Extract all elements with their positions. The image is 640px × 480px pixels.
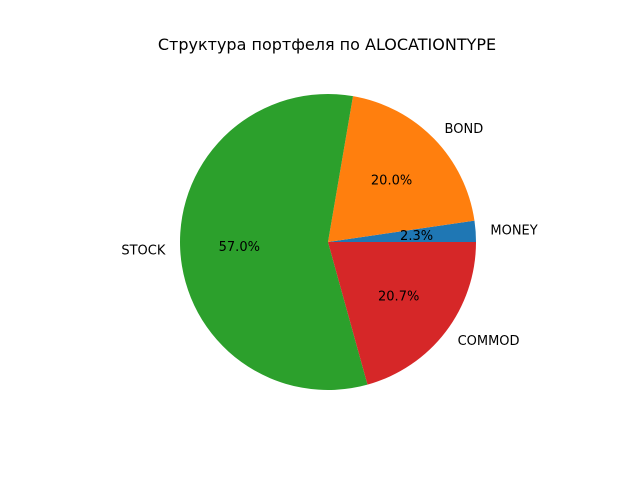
pie-slice-bond	[328, 96, 475, 242]
percent-label-bond: 20.0%	[371, 174, 412, 189]
pie-labels: MONEY 2.3% BOND 20.0% STOCK 57.0% COMMOD 20.7%	[121, 122, 537, 349]
chart-title: Структура портфеля по ALOCATIONTYPE	[158, 35, 496, 54]
pie-slice-money	[328, 220, 476, 242]
category-label-money: MONEY	[490, 224, 537, 239]
percent-label-stock: 57.0%	[219, 240, 260, 255]
percent-label-commod: 20.7%	[378, 289, 419, 304]
pie-slices	[180, 94, 476, 390]
category-label-bond: BOND	[445, 122, 484, 137]
pie-slice-stock	[180, 94, 368, 390]
percent-label-money: 2.3%	[400, 229, 433, 244]
category-label-stock: STOCK	[121, 244, 166, 259]
pie-slice-commod	[328, 242, 476, 385]
category-label-commod: COMMOD	[458, 334, 520, 349]
